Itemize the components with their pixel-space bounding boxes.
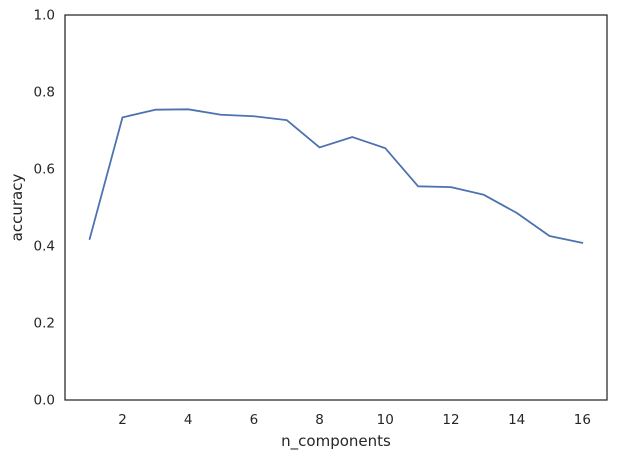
x-axis-ticks: 2 4 6 8 10 12 14 16 <box>118 412 591 428</box>
x-tick-label: 14 <box>508 412 525 428</box>
y-axis-label: accuracy <box>8 174 26 242</box>
series-layer <box>88 108 584 244</box>
x-tick-label: 8 <box>315 412 324 428</box>
y-axis-ticks: 0.0 0.2 0.4 0.6 0.8 1.0 <box>34 8 55 409</box>
x-tick-label: 16 <box>574 412 591 428</box>
y-tick-label: 0.4 <box>34 239 55 255</box>
x-tick-label: 4 <box>184 412 193 428</box>
x-tick-label: 2 <box>118 412 127 428</box>
x-tick-label: 10 <box>377 412 394 428</box>
y-tick-label: 0.0 <box>34 393 55 409</box>
x-tick-label: 6 <box>250 412 259 428</box>
plot-frame <box>64 14 608 401</box>
y-tick-label: 0.2 <box>34 316 55 332</box>
y-tick-label: 0.6 <box>34 162 55 178</box>
x-axis-label: n_components <box>281 432 391 451</box>
plot-area <box>64 14 608 401</box>
y-tick-label: 1.0 <box>34 8 55 24</box>
series-line <box>88 108 584 244</box>
y-tick-label: 0.8 <box>34 85 55 101</box>
x-tick-label: 12 <box>442 412 459 428</box>
